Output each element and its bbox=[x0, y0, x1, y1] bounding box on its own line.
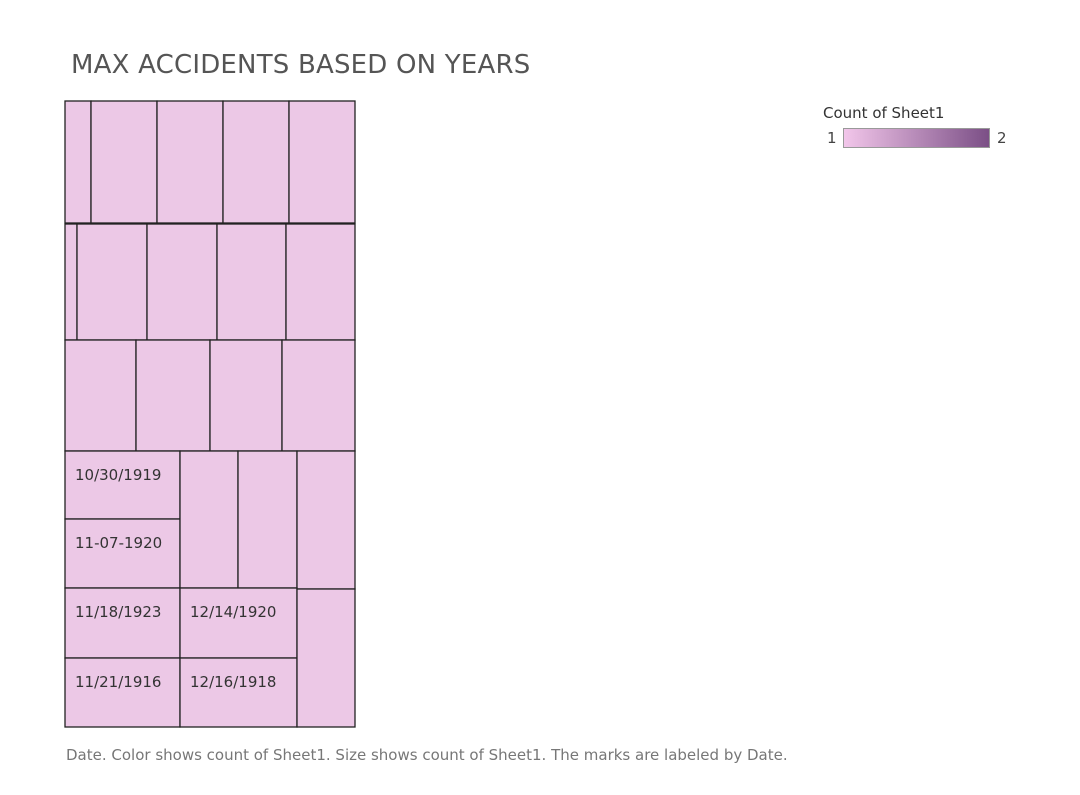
treemap-mark[interactable] bbox=[64, 100, 92, 224]
treemap-mark-rect[interactable] bbox=[222, 100, 290, 224]
treemap-mark-rect[interactable] bbox=[216, 223, 287, 341]
treemap-mark-label: 11/21/1916 bbox=[75, 673, 161, 691]
chart-title: MAX ACCIDENTS BASED ON YEARS bbox=[71, 50, 531, 80]
treemap-mark[interactable]: 12/14/1920 bbox=[179, 587, 298, 659]
treemap-mark-label: 11/18/1923 bbox=[75, 603, 161, 621]
treemap-mark-rect[interactable] bbox=[179, 587, 298, 659]
treemap-mark[interactable]: 10/30/1919 bbox=[64, 450, 181, 520]
treemap-mark-label: 10/30/1919 bbox=[75, 466, 161, 484]
treemap-mark[interactable] bbox=[281, 339, 356, 452]
treemap-mark-rect[interactable] bbox=[285, 223, 356, 341]
treemap-mark[interactable] bbox=[216, 223, 287, 341]
treemap-mark[interactable] bbox=[179, 450, 239, 589]
treemap-mark-rect[interactable] bbox=[135, 339, 211, 452]
treemap-mark[interactable] bbox=[156, 100, 224, 224]
treemap-mark[interactable] bbox=[296, 450, 356, 590]
legend-color-gradient bbox=[843, 128, 990, 148]
treemap-mark-rect[interactable] bbox=[64, 450, 181, 520]
legend-max-label: 2 bbox=[997, 129, 1007, 147]
treemap-mark-rect[interactable] bbox=[64, 587, 181, 659]
legend-min-label: 1 bbox=[827, 129, 837, 147]
treemap-mark-rect[interactable] bbox=[156, 100, 224, 224]
treemap-mark-rect[interactable] bbox=[179, 450, 239, 589]
treemap-mark[interactable] bbox=[76, 223, 148, 341]
treemap-mark[interactable] bbox=[288, 100, 356, 224]
treemap-mark-rect[interactable] bbox=[237, 450, 298, 589]
treemap-mark[interactable] bbox=[146, 223, 218, 341]
treemap-mark-rect[interactable] bbox=[209, 339, 283, 452]
treemap-mark-label: 12/14/1920 bbox=[190, 603, 276, 621]
treemap-mark-rect[interactable] bbox=[64, 100, 92, 224]
treemap-mark[interactable] bbox=[90, 100, 158, 224]
treemap-mark-label: 11-07-1920 bbox=[75, 534, 162, 552]
treemap-mark-rect[interactable] bbox=[288, 100, 356, 224]
treemap-mark-rect[interactable] bbox=[64, 223, 78, 341]
treemap-mark-rect[interactable] bbox=[64, 339, 137, 452]
treemap-mark[interactable]: 11/18/1923 bbox=[64, 587, 181, 659]
treemap-mark-rect[interactable] bbox=[281, 339, 356, 452]
treemap-mark[interactable] bbox=[285, 223, 356, 341]
treemap-mark[interactable] bbox=[222, 100, 290, 224]
treemap-mark-rect[interactable] bbox=[146, 223, 218, 341]
treemap-mark-rect[interactable] bbox=[296, 588, 356, 728]
treemap-mark[interactable] bbox=[237, 450, 298, 589]
treemap-mark[interactable] bbox=[135, 339, 211, 452]
treemap-mark[interactable]: 11-07-1920 bbox=[64, 518, 181, 589]
chart-caption: Date. Color shows count of Sheet1. Size … bbox=[66, 746, 788, 764]
treemap-mark[interactable] bbox=[64, 223, 78, 341]
treemap-mark[interactable]: 12/16/1918 bbox=[179, 657, 298, 728]
treemap-mark-rect[interactable] bbox=[179, 657, 298, 728]
treemap-mark-rect[interactable] bbox=[64, 518, 181, 589]
treemap-mark[interactable] bbox=[296, 588, 356, 728]
treemap-mark-rect[interactable] bbox=[64, 657, 181, 728]
treemap-mark[interactable]: 11/21/1916 bbox=[64, 657, 181, 728]
treemap-mark-rect[interactable] bbox=[296, 450, 356, 590]
treemap-mark[interactable] bbox=[64, 339, 137, 452]
treemap-mark-rect[interactable] bbox=[90, 100, 158, 224]
treemap-mark[interactable] bbox=[209, 339, 283, 452]
legend-title: Count of Sheet1 bbox=[823, 104, 945, 122]
treemap-mark-label: 12/16/1918 bbox=[190, 673, 276, 691]
treemap-mark-rect[interactable] bbox=[76, 223, 148, 341]
